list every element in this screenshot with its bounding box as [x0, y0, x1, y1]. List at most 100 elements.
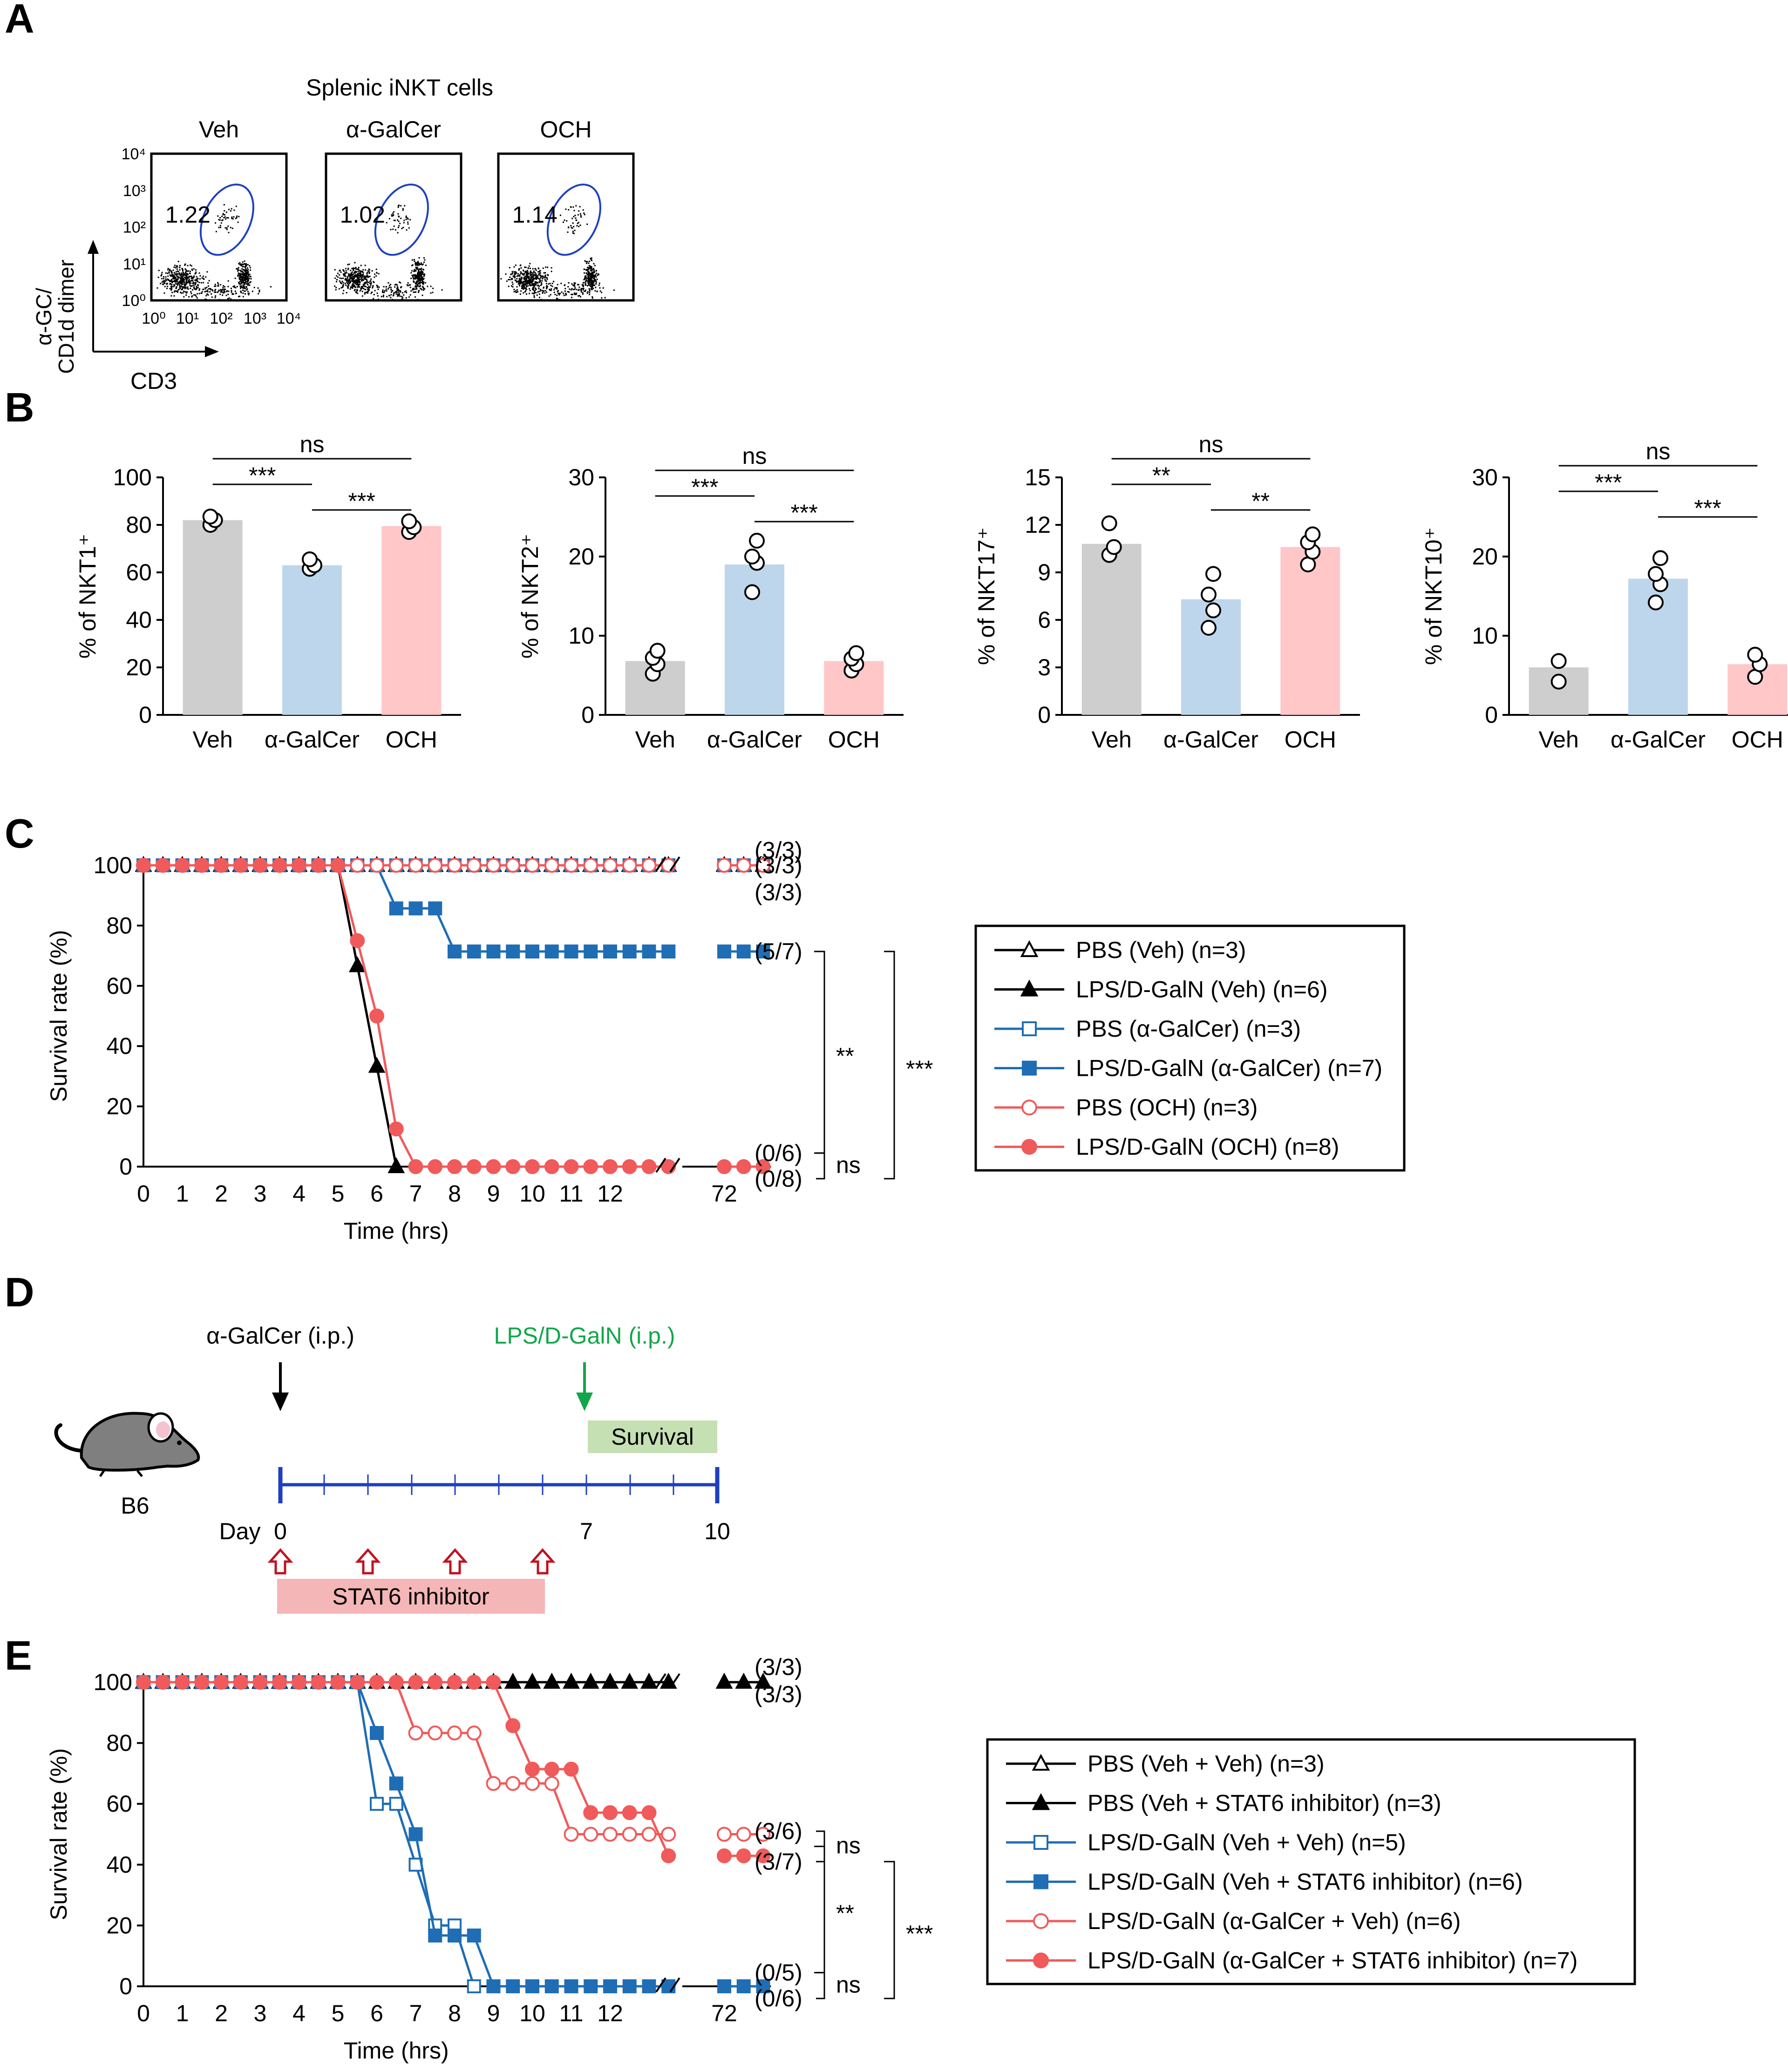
stat6-label: STAT6 inhibitor	[332, 1583, 489, 1610]
data-point	[389, 1776, 403, 1791]
y-tick-label: 30	[1472, 464, 1498, 490]
data-point	[544, 1776, 559, 1791]
data-point	[292, 1675, 306, 1690]
y-tick-label: 100	[113, 464, 152, 490]
flow-ylabel-line1: α-GC/	[32, 288, 56, 346]
data-point	[640, 1672, 658, 1689]
legend-label: LPS/D-GalN (Veh + Veh) (n=5)	[1088, 1829, 1406, 1855]
legend-box	[974, 924, 1406, 1172]
x-tick-label: OCH	[1285, 727, 1336, 753]
series-line	[143, 1681, 476, 1987]
group-count-label: (3/3)	[755, 1681, 802, 1707]
data-point	[311, 858, 326, 873]
data-point	[428, 901, 442, 916]
data-point	[717, 858, 732, 873]
day-10-label: 10	[704, 1518, 730, 1544]
data-point	[641, 858, 657, 873]
data-point	[523, 1672, 541, 1689]
data-point	[175, 1675, 190, 1690]
data-point	[563, 1672, 580, 1689]
data-point	[1652, 550, 1668, 566]
group-count-label: (0/6)	[755, 1985, 802, 2011]
data-point	[447, 1159, 462, 1174]
stat6-dose-arrow-icon	[530, 1548, 556, 1575]
significance-bracket	[816, 1152, 825, 1180]
x-tick-label: Veh	[635, 727, 675, 753]
y-tick-label: 0	[1038, 702, 1051, 728]
y-tick-label: 100	[94, 1669, 132, 1695]
data-point	[736, 944, 751, 959]
legend-marker	[1020, 940, 1039, 957]
bar	[1081, 543, 1142, 715]
y-tick-label: 40	[106, 1033, 132, 1059]
data-point	[401, 513, 417, 530]
data-point	[603, 858, 618, 873]
data-point	[504, 1672, 522, 1689]
data-point	[252, 858, 268, 873]
data-point	[506, 944, 520, 959]
flow-dots	[334, 204, 443, 300]
data-point	[369, 1008, 384, 1024]
flow-y-tick-label: 10²	[123, 219, 146, 237]
agc-injection-label: α-GalCer (i.p.)	[206, 1323, 354, 1349]
data-point	[202, 509, 218, 525]
data-point	[486, 858, 501, 873]
bar	[282, 565, 342, 715]
data-point	[544, 944, 559, 959]
data-point	[603, 1805, 618, 1821]
data-point	[175, 858, 190, 873]
x-tick-label: 5	[332, 2000, 345, 2026]
panel-label-e: E	[5, 1632, 32, 1678]
y-axis-label: Survival rate (%)	[46, 930, 72, 1102]
x-tick-label: OCH	[386, 727, 437, 753]
survival-bar	[588, 1420, 717, 1453]
axis-break	[669, 1977, 680, 1993]
significance-label: ***	[691, 474, 718, 500]
data-point	[428, 858, 443, 873]
flow-y-tick-label: 10³	[123, 182, 146, 200]
agc-arrow-icon	[272, 1393, 289, 1411]
x-tick-label: 4	[292, 1181, 306, 1207]
legend-marker	[1033, 1835, 1048, 1850]
data-point	[428, 1159, 443, 1174]
y-tick-label: 0	[119, 1154, 132, 1180]
data-point	[155, 1675, 170, 1690]
data-point	[408, 1675, 423, 1690]
y-tick-label: 20	[1472, 543, 1498, 570]
series	[136, 1675, 771, 1842]
data-point	[603, 1979, 617, 1993]
x-tick-label: Veh	[193, 727, 233, 753]
legend-marker	[1022, 1021, 1037, 1036]
legend-label: LPS/D-GalN (α-GalCer) (n=7)	[1076, 1055, 1382, 1081]
data-point	[756, 1979, 770, 1993]
data-point	[543, 1672, 561, 1689]
flow-gate	[374, 183, 429, 256]
y-axis-label: % of NKT2⁺	[517, 534, 543, 659]
x-tick-label: Veh	[1539, 727, 1579, 753]
data-point	[214, 858, 229, 873]
data-point	[389, 1797, 403, 1811]
series	[136, 858, 770, 959]
flow-xlabel: CD3	[130, 368, 177, 394]
data-point	[302, 551, 318, 567]
y-axis-label: Survival rate (%)	[46, 1748, 72, 1921]
data-point	[641, 1805, 657, 1821]
data-point	[564, 1159, 579, 1174]
data-point	[622, 1159, 637, 1174]
data-point	[755, 1672, 772, 1689]
x-tick-label: 12	[597, 1181, 623, 1207]
axis-break	[655, 1157, 666, 1173]
significance-bracket	[884, 1861, 895, 1999]
legend-label: PBS (OCH) (n=3)	[1076, 1094, 1258, 1121]
stat6-arrows	[267, 1548, 556, 1575]
bar	[1280, 547, 1340, 715]
data-point	[1648, 594, 1664, 611]
data-point	[408, 1827, 423, 1841]
data-point	[525, 858, 540, 873]
data-point	[603, 944, 617, 959]
data-point	[155, 858, 170, 873]
data-point	[350, 1675, 365, 1690]
data-point	[564, 1979, 578, 1993]
data-point	[136, 1675, 151, 1690]
data-point	[564, 1761, 579, 1777]
